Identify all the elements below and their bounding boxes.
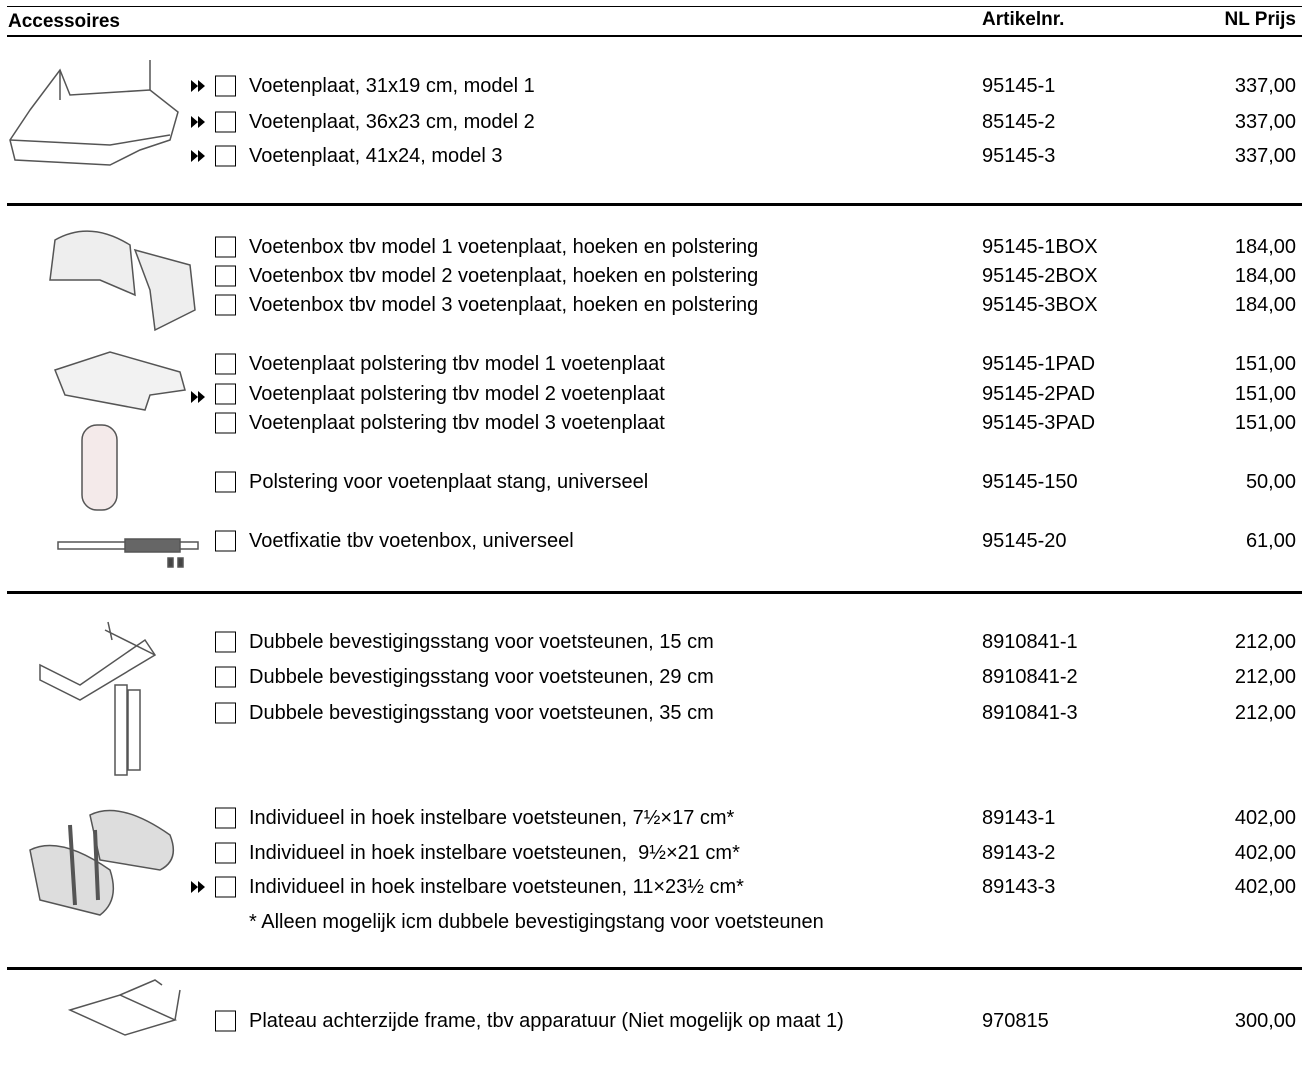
checkbox[interactable] xyxy=(215,412,236,434)
description: Plateau achterzijde frame, tbv apparatuu… xyxy=(249,1010,844,1032)
footplate-image xyxy=(9,60,179,166)
price: 402,00 xyxy=(1234,876,1296,898)
price: 151,00 xyxy=(1234,383,1296,405)
description: Dubbele bevestigingsstang voor voetsteun… xyxy=(249,666,714,688)
price: 61,00 xyxy=(1245,530,1296,552)
price: 300,00 xyxy=(1234,1010,1296,1032)
price: 337,00 xyxy=(1234,145,1296,167)
description: Voetenplaat polstering tbv model 2 voete… xyxy=(249,383,665,405)
checkbox[interactable] xyxy=(215,876,236,898)
checkbox[interactable] xyxy=(215,1010,236,1032)
pad-image xyxy=(54,351,199,568)
tray-image xyxy=(67,979,181,1036)
article-number: 95145-1BOX xyxy=(982,236,1098,258)
article-number: 89143-1 xyxy=(982,807,1056,829)
article-number: 89143-3 xyxy=(982,876,1056,898)
article-number: 8910841-3 xyxy=(982,702,1078,724)
title: Accessoires xyxy=(8,11,120,32)
price: 50,00 xyxy=(1245,471,1296,493)
article-number: 95145-1PAD xyxy=(982,353,1096,375)
price: 151,00 xyxy=(1234,353,1296,375)
price: 212,00 xyxy=(1234,702,1296,724)
footbox-image xyxy=(49,230,196,332)
price-heading: NL Prijs xyxy=(1224,9,1296,30)
checkbox[interactable] xyxy=(215,111,236,133)
article-number: 95145-3PAD xyxy=(982,412,1096,434)
description: Voetenplaat, 31x19 cm, model 1 xyxy=(249,75,535,97)
section-rule xyxy=(7,591,1302,594)
checkbox[interactable] xyxy=(215,530,236,552)
footnote: * Alleen mogelijk icm dubbele bevestigin… xyxy=(249,911,824,933)
section-rule xyxy=(7,203,1302,206)
description: Individueel in hoek instelbare voetsteun… xyxy=(249,842,740,864)
checkbox[interactable] xyxy=(215,294,236,316)
footrests-image xyxy=(29,809,175,916)
description: Voetenbox tbv model 2 voetenplaat, hoeke… xyxy=(249,265,759,287)
description: Voetenplaat polstering tbv model 3 voete… xyxy=(249,412,665,434)
article-number: 89143-2 xyxy=(982,842,1056,864)
checkbox[interactable] xyxy=(215,383,236,405)
price: 184,00 xyxy=(1234,294,1296,316)
top-rule xyxy=(7,6,1302,7)
article-number: 8910841-1 xyxy=(982,631,1078,653)
section-rule xyxy=(7,967,1302,970)
price: 337,00 xyxy=(1234,75,1296,97)
article-number: 95145-3 xyxy=(982,145,1056,167)
price: 402,00 xyxy=(1234,842,1296,864)
price: 184,00 xyxy=(1234,236,1296,258)
article-heading: Artikelnr. xyxy=(982,9,1065,30)
checkbox[interactable] xyxy=(215,842,236,864)
description: Dubbele bevestigingsstang voor voetsteun… xyxy=(249,702,714,724)
price: 402,00 xyxy=(1234,807,1296,829)
description: Voetenplaat, 36x23 cm, model 2 xyxy=(249,111,535,133)
article-number: 95145-2PAD xyxy=(982,383,1096,405)
description: Voetfixatie tbv voetenbox, universeel xyxy=(249,530,574,552)
description: Dubbele bevestigingsstang voor voetsteun… xyxy=(249,631,714,653)
article-number: 95145-3BOX xyxy=(982,294,1098,316)
description: Individueel in hoek instelbare voetsteun… xyxy=(249,876,744,898)
article-number: 95145-1 xyxy=(982,75,1056,97)
checkbox[interactable] xyxy=(215,265,236,287)
description: Voetenplaat polstering tbv model 1 voete… xyxy=(249,353,665,375)
price: 337,00 xyxy=(1234,111,1296,133)
description: Voetenbox tbv model 3 voetenplaat, hoeke… xyxy=(249,294,759,316)
article-number: 970815 xyxy=(982,1010,1049,1032)
article-number: 95145-2BOX xyxy=(982,265,1098,287)
arrows xyxy=(191,80,205,893)
description: Voetenplaat, 41x24, model 3 xyxy=(249,145,503,167)
checkbox[interactable] xyxy=(215,631,236,653)
article-number: 95145-20 xyxy=(982,530,1067,552)
checkbox[interactable] xyxy=(215,702,236,724)
price: 151,00 xyxy=(1234,412,1296,434)
price: 212,00 xyxy=(1234,631,1296,653)
checkbox[interactable] xyxy=(215,236,236,258)
article-number: 85145-2 xyxy=(982,111,1056,133)
price: 184,00 xyxy=(1234,265,1296,287)
checkbox[interactable] xyxy=(215,807,236,829)
checkbox[interactable] xyxy=(215,471,236,493)
article-number: 95145-150 xyxy=(982,471,1078,493)
article-number: 8910841-2 xyxy=(982,666,1078,688)
header-rule xyxy=(7,35,1302,37)
description: Individueel in hoek instelbare voetsteun… xyxy=(249,807,735,829)
description: Voetenbox tbv model 1 voetenplaat, hoeke… xyxy=(249,236,759,258)
checkbox[interactable] xyxy=(215,666,236,688)
checkbox[interactable] xyxy=(215,145,236,167)
bar-image xyxy=(39,621,157,776)
price: 212,00 xyxy=(1234,666,1296,688)
description: Polstering voor voetenplaat stang, unive… xyxy=(249,471,649,493)
checkbox[interactable] xyxy=(215,353,236,375)
checkbox[interactable] xyxy=(215,75,236,97)
